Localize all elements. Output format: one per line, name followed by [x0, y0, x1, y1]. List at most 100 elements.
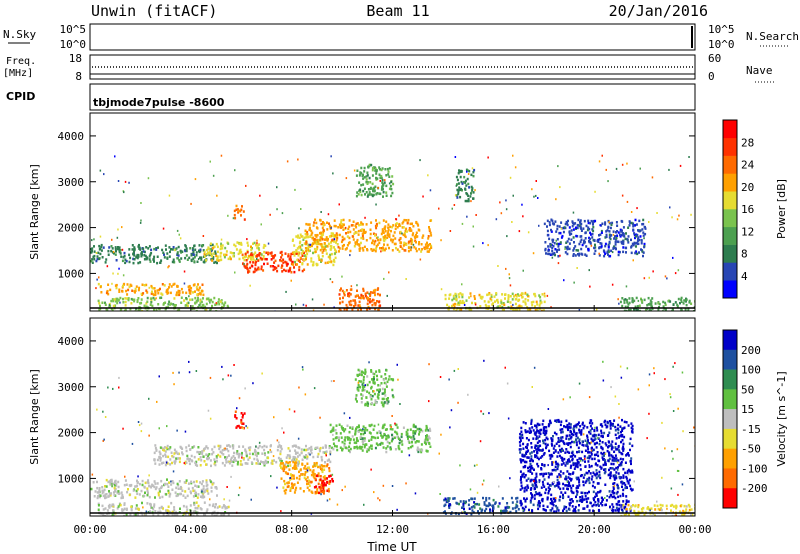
range-cell — [568, 472, 571, 476]
range-cell — [630, 221, 633, 225]
range-cell — [366, 428, 369, 432]
range-cell — [199, 456, 202, 459]
range-cell — [355, 445, 358, 449]
range-cell — [312, 309, 315, 311]
range-cell — [470, 308, 473, 311]
range-cell — [360, 294, 363, 297]
range-cell — [306, 486, 309, 489]
range-cell — [237, 211, 240, 214]
range-cell — [199, 248, 202, 251]
range-cell — [555, 504, 557, 508]
range-cell — [603, 468, 605, 471]
range-cell — [511, 221, 513, 223]
range-cell — [289, 269, 292, 272]
range-cell — [529, 466, 532, 470]
range-cell — [199, 481, 202, 484]
range-cell — [615, 471, 618, 474]
range-cell — [629, 308, 632, 311]
range-cell — [376, 395, 379, 399]
range-cell — [547, 424, 550, 428]
range-cell — [685, 298, 688, 301]
range-cell — [559, 231, 562, 235]
range-cell — [375, 219, 377, 222]
range-cell — [328, 458, 330, 461]
range-cell — [396, 248, 399, 251]
range-cell — [370, 369, 373, 372]
range-cell — [401, 443, 404, 446]
range-cell — [372, 428, 375, 431]
range-cell — [596, 491, 599, 494]
range-cell — [155, 297, 157, 300]
range-cell — [281, 462, 284, 465]
range-cell — [466, 169, 469, 172]
range-cell — [672, 256, 674, 259]
range-cell — [572, 211, 575, 214]
range-cell — [211, 259, 214, 262]
range-cell — [265, 251, 268, 254]
range-cell — [116, 301, 119, 305]
range-cell — [564, 477, 567, 481]
range-cell — [613, 478, 616, 481]
range-cell — [216, 245, 219, 249]
range-cell — [209, 301, 211, 304]
range-cell — [356, 238, 359, 242]
range-cell — [298, 470, 300, 474]
range-cell — [250, 257, 252, 261]
range-cell — [98, 493, 101, 496]
range-cell — [291, 239, 294, 242]
range-cell — [632, 222, 634, 225]
range-cell — [615, 437, 618, 440]
range-cell — [634, 251, 637, 255]
range-cell — [387, 170, 390, 173]
range-cell — [387, 230, 390, 233]
range-cell — [153, 459, 156, 462]
range-cell — [409, 428, 412, 431]
range-cell — [407, 240, 410, 244]
range-cell — [603, 254, 606, 258]
range-cell — [211, 255, 214, 258]
range-cell — [96, 491, 99, 494]
range-cell — [521, 506, 524, 510]
range-cell — [286, 454, 289, 457]
range-cell — [306, 252, 309, 256]
range-cell — [317, 472, 320, 475]
range-cell — [534, 479, 537, 482]
range-cell — [566, 223, 569, 227]
range-cell — [97, 502, 100, 506]
range-cell — [98, 248, 101, 251]
range-cell — [549, 457, 552, 460]
range-cell — [572, 249, 575, 252]
range-cell — [579, 468, 582, 471]
range-cell — [172, 303, 175, 306]
range-cell — [603, 451, 605, 455]
range-cell — [339, 309, 342, 311]
range-cell — [417, 440, 420, 443]
range-cell — [330, 241, 332, 244]
range-cell — [162, 461, 165, 464]
range-cell — [364, 370, 367, 374]
range-cell — [302, 250, 305, 253]
range-cell — [143, 250, 146, 254]
range-cell — [341, 247, 344, 250]
range-cell — [401, 232, 403, 235]
range-cell — [376, 378, 379, 381]
range-cell — [243, 263, 245, 266]
range-cell — [642, 251, 645, 254]
range-cell — [367, 165, 370, 169]
range-cell — [412, 432, 415, 435]
range-cell — [161, 495, 164, 499]
range-cell — [481, 295, 484, 299]
range-cell — [550, 442, 553, 445]
range-cell — [598, 470, 601, 474]
range-cell — [171, 454, 174, 458]
range-cell — [137, 288, 140, 292]
range-cell — [565, 220, 568, 224]
range-cell — [680, 298, 683, 301]
range-cell — [356, 169, 359, 172]
range-cell — [320, 211, 322, 213]
range-cell — [574, 222, 577, 225]
range-cell — [301, 269, 304, 273]
range-cell — [317, 242, 320, 245]
range-cell — [535, 424, 538, 427]
range-cell — [632, 228, 635, 231]
